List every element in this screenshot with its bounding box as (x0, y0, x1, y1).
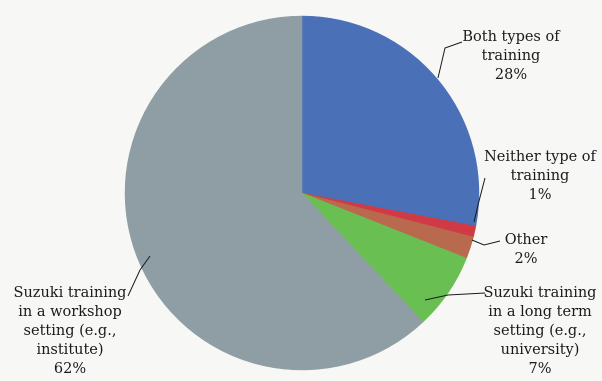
slice-label-line: institute) (36, 342, 104, 358)
slice-label-both-types: Both types of training 28% (455, 28, 567, 85)
leader-line-both-types (437, 41, 463, 79)
slice-label-other: Other 2% (498, 231, 554, 269)
leader-line-neither-type (473, 177, 486, 223)
slice-label-workshop: Suzuki training in a workshop setting (e… (2, 284, 138, 379)
slice-label-line: university) (500, 342, 580, 358)
slice-label-long-term: Suzuki training in a long term setting (… (480, 284, 600, 379)
leader-line-long-term (424, 292, 486, 301)
slice-label-line: in a long term (488, 304, 592, 320)
pie-slice-workshop (124, 15, 424, 371)
slice-label-line: in a workshop (18, 304, 122, 320)
slice-label-line: Other (504, 232, 548, 248)
slice-label-line: Neither type of (484, 149, 596, 165)
leader-line-other (471, 239, 501, 246)
slice-label-neither-type: Neither type of training 1% (480, 148, 600, 205)
slice-label-percent: 28% (494, 67, 528, 83)
slice-label-percent: 7% (528, 361, 552, 377)
slice-label-line: training (481, 48, 541, 64)
slice-label-line: Both types of (462, 29, 560, 45)
slice-label-line: Suzuki training (13, 285, 127, 301)
slice-label-line: Suzuki training (483, 285, 597, 301)
leader-line-workshop (127, 255, 151, 297)
slice-label-line: setting (e.g., (23, 323, 117, 339)
slice-label-line: setting (e.g., (493, 323, 587, 339)
pie-slice-both-types (301, 15, 480, 227)
slice-label-percent: 1% (528, 187, 552, 203)
slice-label-percent: 62% (53, 361, 87, 377)
slice-label-line: training (510, 168, 570, 184)
slice-label-percent: 2% (514, 251, 538, 267)
